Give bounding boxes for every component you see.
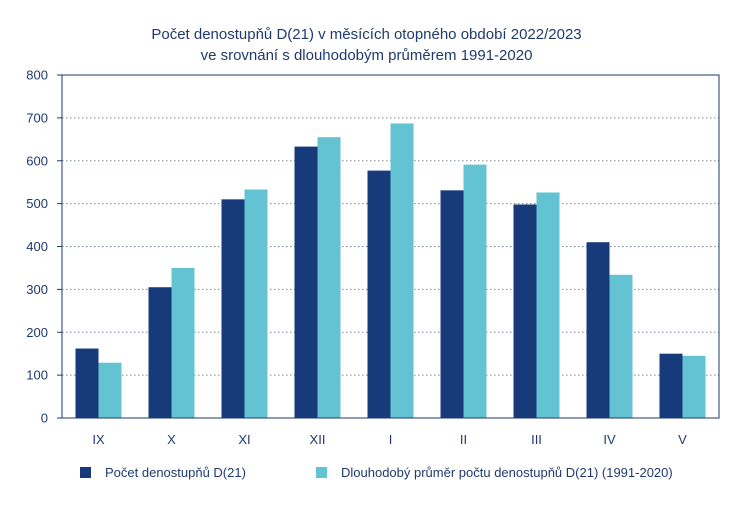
bar-series-2-iii xyxy=(536,192,560,418)
bar-series-1-i xyxy=(367,170,391,418)
y-tick-label: 500 xyxy=(26,196,48,211)
y-tick-label: 600 xyxy=(26,153,48,168)
bar-series-1-v xyxy=(659,353,683,418)
bar-series-1-ii xyxy=(440,190,464,418)
bar-series-1-iv xyxy=(586,242,610,418)
bar-series-1-xii xyxy=(294,146,318,418)
legend-swatch-series-2 xyxy=(316,467,327,478)
bars xyxy=(75,123,706,418)
x-tick-label: IV xyxy=(603,432,616,447)
bar-series-1-xi xyxy=(221,199,245,418)
bar-series-2-i xyxy=(390,123,414,418)
x-tick-label: I xyxy=(389,432,393,447)
x-tick-label: X xyxy=(167,432,176,447)
bar-series-2-v xyxy=(682,355,706,418)
legend-item-series-1: Počet denostupňů D(21) xyxy=(80,465,246,485)
legend-label-series-1: Počet denostupňů D(21) xyxy=(105,465,246,480)
bar-series-2-ii xyxy=(463,164,487,418)
x-tick-label: III xyxy=(531,432,542,447)
axes xyxy=(57,74,720,419)
bar-series-2-x xyxy=(171,267,195,418)
x-tick-label: XII xyxy=(310,432,326,447)
bar-series-1-x xyxy=(148,287,172,418)
chart-title-line2: ve srovnání s dlouhodobým průměrem 1991-… xyxy=(200,47,533,64)
plot-frame xyxy=(61,74,720,419)
bar-series-2-xi xyxy=(244,189,268,418)
y-tick-label: 300 xyxy=(26,282,48,297)
y-tick-label: 200 xyxy=(26,325,48,340)
bar-series-2-xii xyxy=(317,137,341,418)
y-tick-label: 0 xyxy=(41,411,48,426)
x-tick-label: V xyxy=(678,432,687,447)
legend-item-series-2: Dlouhodobý průměr počtu denostupňů D(21)… xyxy=(316,465,673,485)
bar-series-2-ix xyxy=(98,362,122,418)
y-tick-label: 800 xyxy=(26,68,48,83)
legend-swatch-series-1 xyxy=(80,467,91,478)
x-tick-label: XI xyxy=(238,432,250,447)
y-tick-label: 100 xyxy=(26,368,48,383)
y-tick-label: 700 xyxy=(26,110,48,125)
bar-series-1-iii xyxy=(513,204,537,418)
legend-label-series-2: Dlouhodobý průměr počtu denostupňů D(21)… xyxy=(341,465,673,480)
y-tick-label: 400 xyxy=(26,239,48,254)
x-tick-label: II xyxy=(460,432,467,447)
chart-title-line1: Počet denostupňů D(21) v měsících otopné… xyxy=(151,26,582,43)
bar-series-1-ix xyxy=(75,348,99,418)
x-tick-label: IX xyxy=(92,432,105,447)
bar-series-2-iv xyxy=(609,274,633,418)
